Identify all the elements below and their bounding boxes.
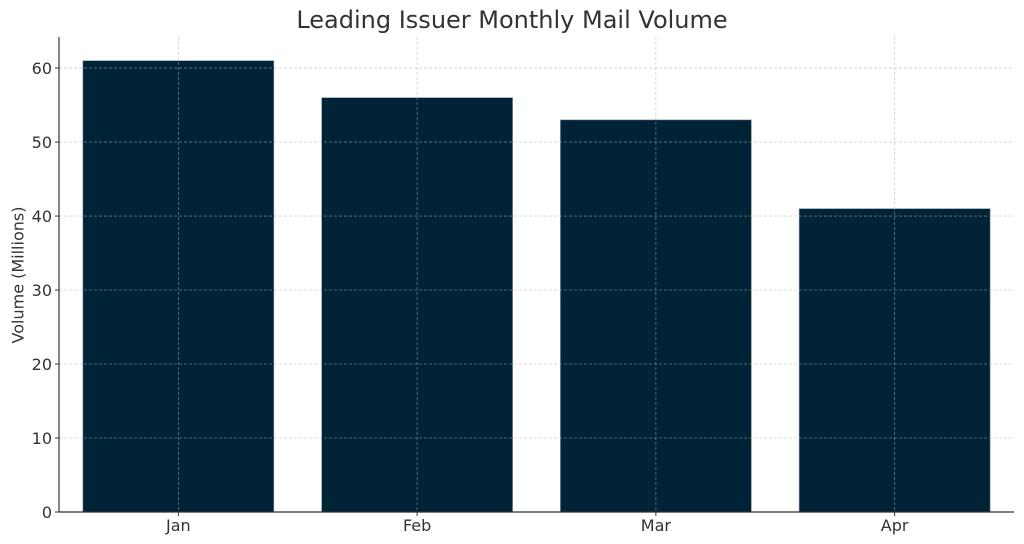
x-tick-label: Feb (403, 516, 431, 535)
bar-jan (82, 60, 275, 513)
x-tick-label: Apr (881, 516, 909, 535)
y-tick-label: 10 (32, 429, 52, 448)
y-tick-label: 0 (42, 503, 52, 522)
x-tick-label: Jan (165, 516, 191, 535)
chart-title: Leading Issuer Monthly Mail Volume (296, 6, 728, 34)
x-tick-label: Mar (641, 516, 672, 535)
y-tick-label: 60 (32, 59, 52, 78)
y-tick-label: 30 (32, 281, 52, 300)
bar-mar (560, 119, 752, 513)
y-tick-label: 40 (32, 207, 52, 226)
y-tick-label: 20 (32, 355, 52, 374)
y-tick-label: 50 (32, 133, 52, 152)
